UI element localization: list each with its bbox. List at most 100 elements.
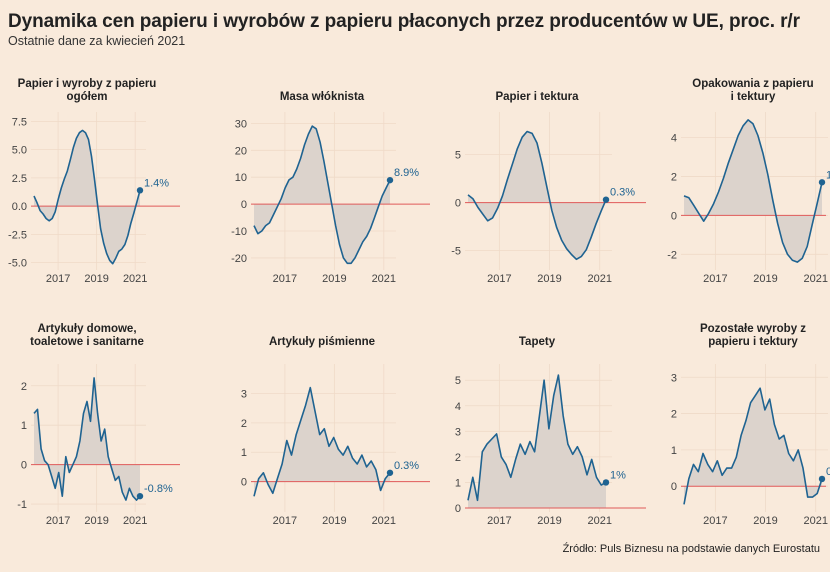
- panel-1-title: Papier i wyroby z papieru: [18, 78, 157, 90]
- panel-3-last-label: 0.3%: [610, 187, 635, 199]
- panel-2-ytick: 20: [235, 145, 247, 157]
- panel-2-title: Masa włóknista: [280, 91, 365, 103]
- panel-4-area: [684, 119, 822, 263]
- panel-1-last-label: 1.4%: [144, 177, 169, 189]
- panel-7-last-label: 1%: [610, 469, 626, 481]
- panel-6-ytick: 2: [241, 418, 247, 430]
- panel-7-ytick: 3: [455, 426, 461, 438]
- panel-1-ytick: 2.5: [12, 173, 27, 185]
- panel-7-xtick: 2017: [487, 515, 511, 527]
- panel-6-xtick: 2017: [273, 515, 297, 527]
- panel-6-xtick: 2021: [372, 515, 396, 527]
- panel-4-ytick: 4: [671, 132, 677, 144]
- panel-5-title: Artykuły domowe,: [37, 323, 136, 335]
- panel-1-ytick: -5.0: [8, 258, 27, 270]
- panel-8-xtick: 2017: [703, 515, 727, 527]
- panel-3-ytick: 5: [455, 150, 461, 162]
- panel-7-area: [468, 375, 606, 508]
- panel-8-ytick: 0: [671, 481, 677, 493]
- panel-7-series-line: [467, 374, 607, 502]
- panel-1-ytick: -2.5: [8, 229, 27, 241]
- panel-7-xtick: 2021: [587, 515, 611, 527]
- panel-3-series-line: [467, 130, 607, 261]
- panel-2-xtick: 2021: [372, 273, 396, 285]
- panel-7-ytick: 0: [455, 503, 461, 515]
- chart-title: Dynamika cen papieru i wyrobów z papieru…: [8, 11, 800, 32]
- panel-5-xtick: 2021: [123, 515, 147, 527]
- panel-3-xtick: 2021: [587, 273, 611, 285]
- panel-2-ytick: 10: [235, 172, 247, 184]
- panel-8-title: papieru i tektury: [708, 336, 798, 348]
- panel-1-ytick: 0.0: [12, 201, 27, 213]
- panel-3-last-point: [602, 196, 610, 203]
- source-note: Źródło: Puls Biznesu na podstawie danych…: [562, 543, 820, 555]
- panel-8-last-label: 0.2%: [826, 466, 830, 478]
- panel-7-last-point: [602, 479, 610, 486]
- panel-1-xtick: 2021: [123, 273, 147, 285]
- panel-5-last-label: -0.8%: [144, 483, 173, 495]
- panel-5-area: [34, 377, 140, 501]
- panel-6-series-line: [253, 386, 391, 497]
- panel-4-last-point: [818, 179, 826, 186]
- panel-1-ytick: 7.5: [12, 116, 27, 128]
- panel-4-ytick: 2: [671, 171, 677, 183]
- panel-5-ytick: -1: [17, 499, 27, 511]
- panel-4-series-line: [683, 119, 823, 263]
- panel-3-area: [468, 131, 606, 260]
- panel-8-title: Pozostałe wyroby z: [700, 323, 806, 335]
- panel-5-xtick: 2019: [84, 515, 108, 527]
- panel-2-area: [254, 126, 390, 264]
- panel-6-ytick: 0: [241, 477, 247, 489]
- panel-2-ytick: -20: [231, 253, 247, 265]
- panel-4-xtick: 2021: [803, 273, 827, 285]
- panel-7-ytick: 2: [455, 452, 461, 464]
- panel-4-title: i tektury: [731, 91, 776, 103]
- panel-2-ytick: -10: [231, 226, 247, 238]
- panel-7-title: Tapety: [519, 336, 556, 348]
- panel-5-ytick: 2: [21, 381, 27, 393]
- panel-7-ytick: 5: [455, 375, 461, 387]
- panel-5-last-point: [136, 492, 144, 500]
- panel-8-area: [684, 388, 822, 505]
- panel-6-ytick: 1: [241, 447, 247, 459]
- panel-1-area: [34, 130, 140, 264]
- panel-4-ytick: -2: [667, 249, 677, 261]
- panel-4-title: Opakowania z papieru: [692, 78, 813, 90]
- panel-6-last-point: [386, 469, 394, 476]
- panel-7-ytick: 1: [455, 477, 461, 489]
- panel-2-xtick: 2017: [273, 273, 297, 285]
- panel-8-xtick: 2019: [753, 515, 777, 527]
- panel-8-ytick: 1: [671, 445, 677, 457]
- panel-5-series-line: [33, 377, 141, 501]
- panel-6-title: Artykuły piśmienne: [269, 336, 375, 348]
- panel-6-ytick: 3: [241, 388, 247, 400]
- panel-3-xtick: 2017: [487, 273, 511, 285]
- panel-8-ytick: 2: [671, 409, 677, 421]
- panel-2-xtick: 2019: [322, 273, 346, 285]
- panel-2-last-point: [386, 176, 394, 184]
- panel-8-series-line: [683, 387, 823, 505]
- panel-1-series-line: [33, 129, 141, 265]
- panel-8-ytick: 3: [671, 372, 677, 384]
- panel-2-last-label: 8.9%: [394, 167, 419, 179]
- panel-3-xtick: 2019: [537, 273, 561, 285]
- chart-subtitle: Ostatnie dane za kwiecień 2021: [8, 34, 186, 48]
- panel-2-ytick: 0: [241, 199, 247, 211]
- panel-3-ytick: -5: [451, 246, 461, 258]
- panel-1-xtick: 2017: [46, 273, 70, 285]
- panel-8-last-point: [818, 475, 826, 483]
- panel-2-series-line: [253, 125, 391, 265]
- panel-4-xtick: 2019: [753, 273, 777, 285]
- panel-3-ytick: 0: [455, 198, 461, 210]
- panel-1-xtick: 2019: [84, 273, 108, 285]
- panel-4-last-label: 1.7%: [826, 169, 830, 181]
- panel-2-ytick: 30: [235, 118, 247, 130]
- panel-4-xtick: 2017: [703, 273, 727, 285]
- panel-7-xtick: 2019: [537, 515, 561, 527]
- panel-4-ytick: 0: [671, 210, 677, 222]
- panel-6-last-label: 0.3%: [394, 460, 419, 472]
- panel-7-ytick: 4: [455, 401, 461, 413]
- panel-3-title: Papier i tektura: [495, 91, 579, 103]
- panel-6-area: [254, 387, 390, 497]
